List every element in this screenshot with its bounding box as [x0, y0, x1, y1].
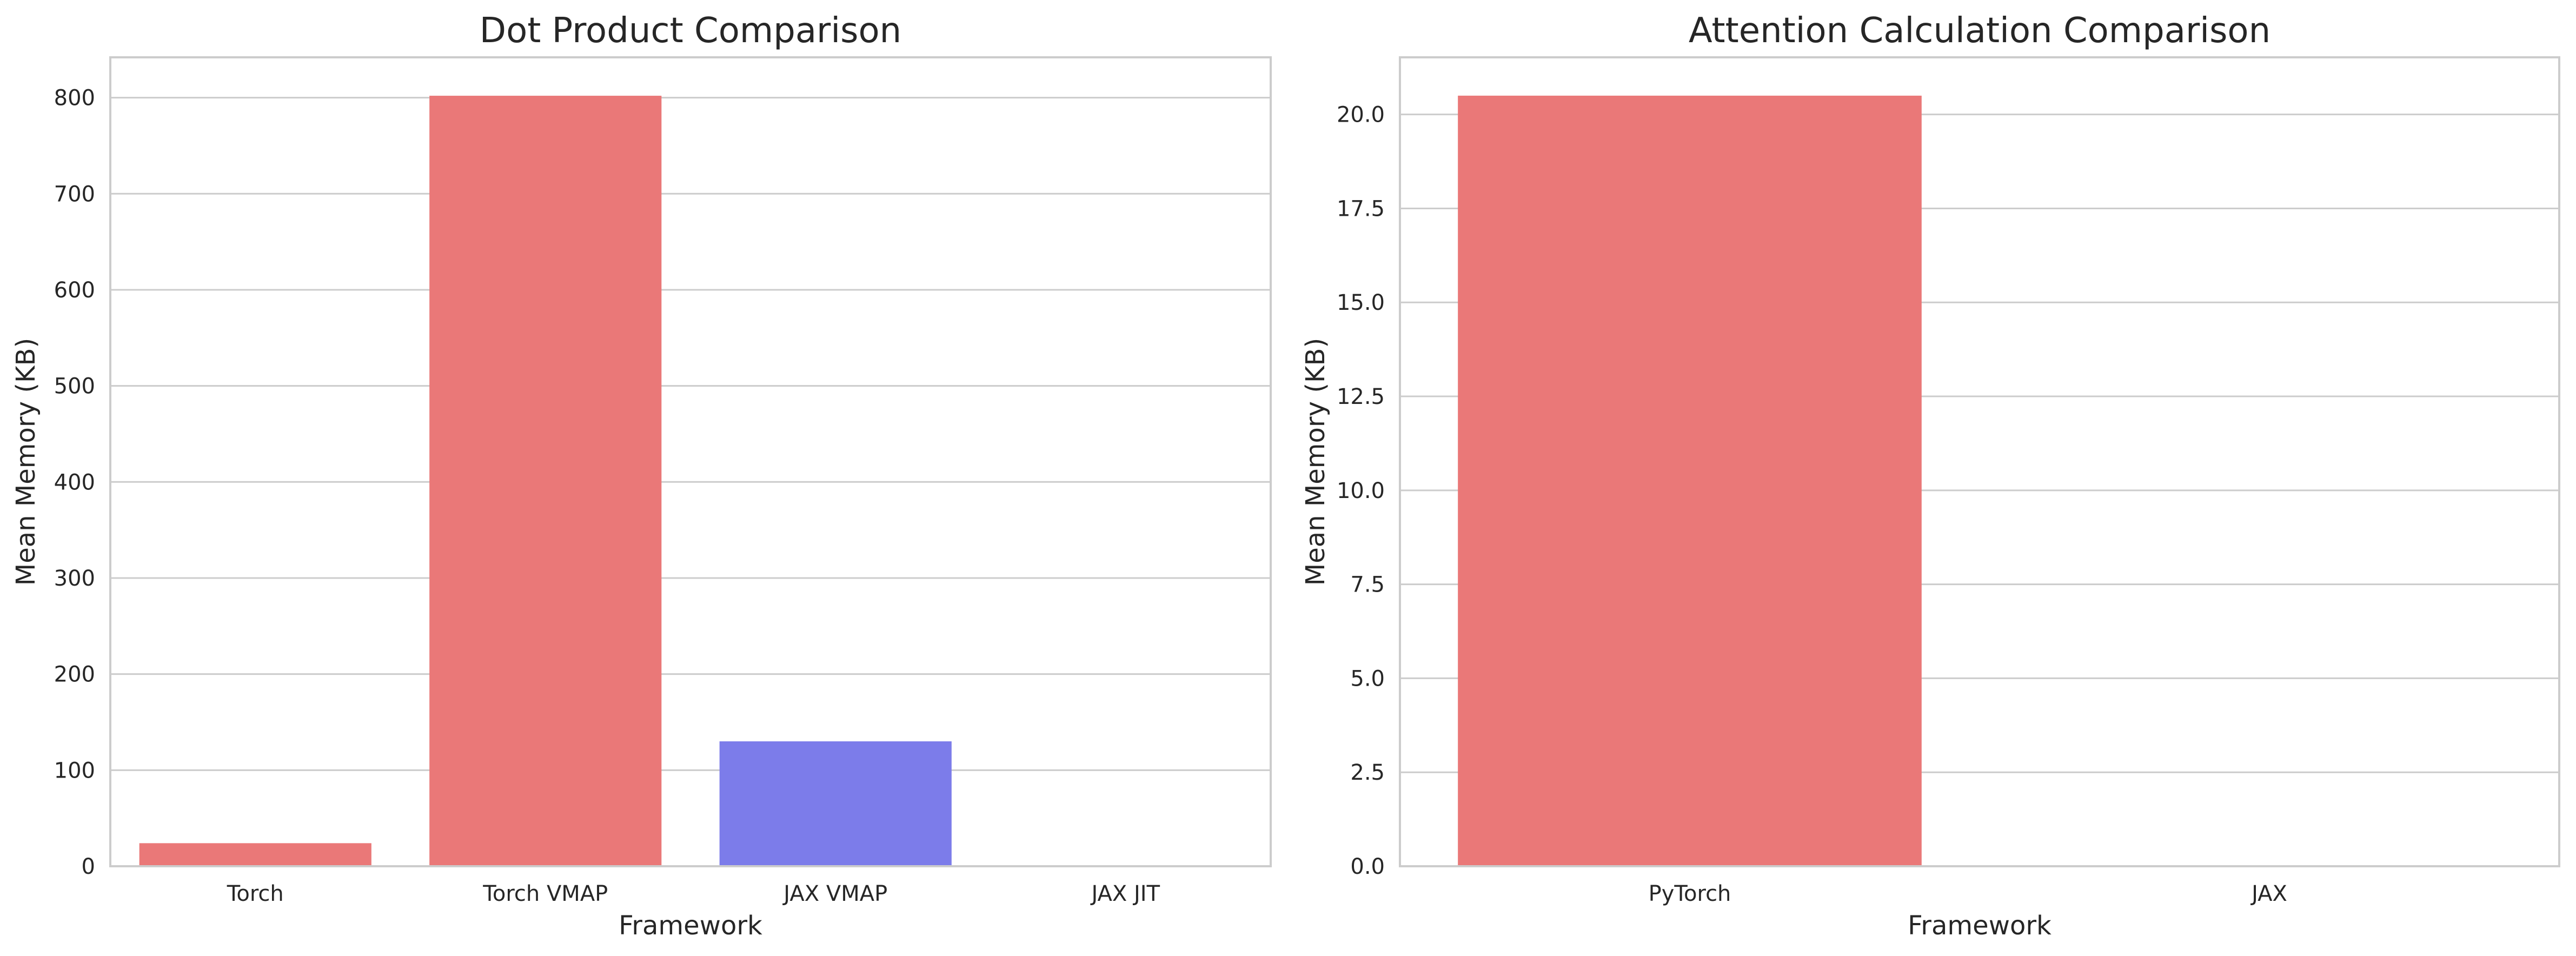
x-tick-label: JAX	[2250, 881, 2287, 906]
plot-frame	[1399, 56, 2560, 867]
chart-title: Dot Product Comparison	[480, 11, 901, 51]
x-tick-label: JAX JIT	[1090, 881, 1160, 906]
y-tick-label: 15.0	[1337, 290, 1385, 315]
y-tick-label: 17.5	[1337, 196, 1385, 221]
y-tick-label: 700	[54, 182, 95, 207]
plot-frame	[109, 56, 1272, 867]
y-tick-label: 600	[54, 278, 95, 303]
x-tick-label: Torch	[227, 881, 284, 906]
bar-jax-vmap	[719, 741, 952, 866]
y-tick-label: 0.0	[1350, 854, 1385, 879]
y-tick-label: 10.0	[1337, 479, 1385, 503]
bar-torch	[139, 843, 371, 866]
bar-torch-vmap	[429, 96, 662, 867]
bar-pytorch	[1458, 95, 1922, 866]
y-tick-label: 500	[54, 374, 95, 399]
y-tick-label: 12.5	[1337, 384, 1385, 409]
x-tick-label: Torch VMAP	[482, 881, 608, 906]
y-axis-label: Mean Memory (KB)	[1300, 338, 1331, 586]
x-tick-label: JAX VMAP	[782, 881, 887, 906]
y-tick-label: 7.5	[1350, 573, 1385, 598]
chart-dot-product: 0 100 200 300 400 500 600 700 800 Torch Torch VMAP…	[11, 11, 1272, 941]
y-tick-label: 2.5	[1350, 760, 1385, 785]
chart-title: Attention Calculation Comparison	[1689, 11, 2270, 51]
y-tick-label: 5.0	[1350, 666, 1385, 691]
y-tick-label: 800	[54, 86, 95, 111]
y-axis-label: Mean Memory (KB)	[11, 338, 41, 586]
y-tick-label: 400	[54, 470, 95, 495]
y-tick-label: 300	[54, 566, 95, 591]
chart-attention: 0.0 2.5 5.0 7.5 10.0 12.5 15.0 17.5 20.0 PyTorch J…	[1300, 11, 2560, 941]
y-tick-label: 0	[82, 854, 95, 879]
y-tick-label: 20.0	[1337, 103, 1385, 128]
x-axis-label: Framework	[1908, 911, 2051, 941]
x-tick-label: PyTorch	[1649, 881, 1731, 906]
y-tick-label: 100	[54, 758, 95, 783]
x-axis-label: Framework	[619, 911, 762, 941]
y-tick-label: 200	[54, 662, 95, 687]
